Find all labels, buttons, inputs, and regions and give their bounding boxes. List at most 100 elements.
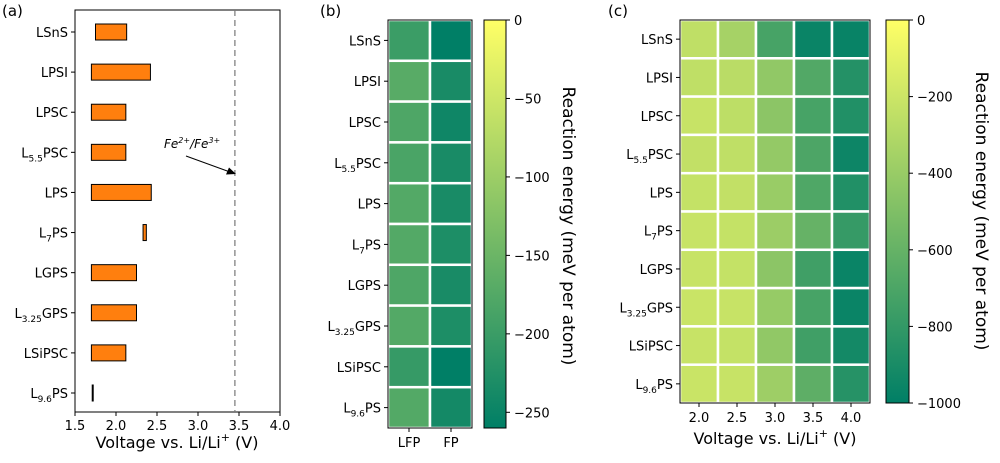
- row-label: LSnS: [349, 34, 381, 49]
- y-tick-label: LGPS: [35, 267, 68, 282]
- cell-lps-LFP: [386, 181, 432, 226]
- x-tick-label: 3.5: [229, 419, 250, 434]
- cell-lpsc-2.5: [716, 95, 758, 137]
- annotation-arrow-shaft: [185, 155, 231, 173]
- bar-lsns: [95, 23, 128, 41]
- annotation-fe-a: Fe: [164, 137, 178, 151]
- x-axis-label-text: Voltage vs. Li/Li: [694, 429, 819, 448]
- row-label: LPS: [358, 198, 381, 213]
- cell-lpsc-FP: [428, 100, 474, 144]
- cell-lps-FP: [428, 181, 474, 226]
- label-main: LSnS: [641, 33, 673, 48]
- panel-c-label: (c): [608, 2, 628, 20]
- annotation-fe-a-charge: 2+: [178, 136, 190, 145]
- row-label: LGPS: [640, 263, 673, 278]
- cell-lgps-3.5: [792, 248, 834, 290]
- panel-c-colorbar-label: Reaction energy (meV per atom): [971, 72, 991, 351]
- label-rest: PS: [365, 402, 381, 417]
- label-main: LGPS: [35, 267, 68, 282]
- label-rest: PSC: [648, 148, 673, 163]
- label-subscript: 3.25: [22, 315, 42, 325]
- cell-lps-3.0: [754, 171, 796, 213]
- label-main: L: [334, 157, 342, 172]
- label-main: LGPS: [348, 279, 381, 294]
- cell-lpsi-3.0: [754, 57, 796, 98]
- colorbar-tick-label: −50: [514, 92, 541, 107]
- label-rest: PSC: [43, 146, 68, 161]
- y-tick-label: L5.5PSC: [21, 146, 68, 164]
- panel-b-colorbar-label: Reaction energy (meV per atom): [558, 87, 578, 366]
- cell-lsns-3.5: [792, 18, 834, 60]
- column-labels: 2.0 2.5 3.0 3.5 4.0: [689, 403, 861, 426]
- row-label: LPSC: [641, 110, 673, 125]
- x-tick-label: 3.0: [188, 419, 209, 434]
- colorbar-tick-label: −200: [917, 91, 953, 106]
- cell-lsns-FP: [428, 18, 474, 63]
- cell-l3.25gps-LFP: [386, 304, 432, 348]
- heatmap-cells: [386, 18, 474, 430]
- colorbar-tick-label: −150: [514, 249, 550, 264]
- row-label: LSiPSC: [337, 361, 381, 376]
- label-rest: PS: [365, 238, 381, 253]
- annotation-text: Fe2+/Fe3+: [164, 136, 220, 151]
- label-main: LSnS: [349, 34, 381, 49]
- x-tick-labels: 1.5 2.0 2.5 3.0 3.5 4.0: [65, 412, 290, 434]
- bar-lgps: [90, 264, 137, 282]
- x-axis-label-superscript: +: [819, 427, 828, 440]
- label-rest: PS: [52, 387, 68, 402]
- bar-lsipsc: [90, 344, 127, 362]
- cell-l3.25gps-FP: [428, 304, 474, 348]
- cell-l7ps-3.0: [754, 210, 796, 252]
- annotation-fe-b: Fe: [194, 137, 208, 151]
- colorbar-tick-label: −200: [514, 328, 550, 343]
- cell-lpsc-3.5: [792, 95, 834, 137]
- row-label: L9.6PS: [343, 402, 381, 420]
- bar-lpsc: [90, 103, 127, 121]
- label-rest: GPS: [42, 307, 68, 322]
- x-tick-label: 1.5: [65, 419, 86, 434]
- panel-c-colorbar: [885, 19, 910, 404]
- row-label: LPS: [650, 186, 673, 201]
- label-main: LPSC: [641, 110, 673, 125]
- label-main: L: [30, 387, 38, 402]
- bar-l7ps: [142, 224, 147, 242]
- panel-b-label: (b): [320, 2, 341, 20]
- column-labels: LFP FP: [398, 428, 459, 451]
- row-label: LGPS: [348, 279, 381, 294]
- label-rest: GPS: [647, 301, 673, 316]
- label-main: L: [635, 378, 643, 393]
- annotation-fe-b-charge: 3+: [208, 136, 220, 145]
- cell-l9.6ps-3.5: [792, 363, 834, 405]
- label-main: L: [644, 225, 652, 240]
- y-tick-label: LPS: [45, 186, 68, 201]
- label-main: LPSC: [36, 106, 68, 121]
- label-main: L: [39, 227, 47, 242]
- label-main: LPSI: [646, 71, 673, 86]
- bar-lps: [90, 183, 152, 201]
- row-label: LSnS: [641, 33, 673, 48]
- colorbar-tick-label: −1000: [917, 397, 961, 412]
- cell-l7ps-4.0: [830, 210, 872, 252]
- label-main: LSiPSC: [24, 347, 68, 362]
- cell-l5.5psc-FP: [428, 141, 474, 185]
- colorbar-tick-label: −600: [917, 244, 953, 259]
- cell-l5.5psc-2.5: [716, 133, 758, 175]
- cell-l3.25gps-3.0: [754, 286, 796, 328]
- panel-b-colorbar: [483, 19, 507, 429]
- cell-lsipsc-3.0: [754, 325, 796, 366]
- cell-lgps-LFP: [386, 263, 432, 307]
- cell-l7ps-FP: [428, 222, 474, 267]
- cell-lps-2.5: [716, 171, 758, 213]
- label-main: LPSC: [349, 116, 381, 131]
- label-rest: PS: [657, 378, 673, 393]
- label-rest: PSC: [356, 157, 381, 172]
- cell-l3.25gps-4.0: [830, 286, 872, 328]
- label-rest: PS: [52, 227, 68, 242]
- x-axis-label-unit: (V): [235, 433, 258, 452]
- cell-l3.25gps-2.5: [716, 286, 758, 328]
- column-label: 3.0: [765, 411, 786, 426]
- label-subscript: 3.25: [335, 328, 355, 338]
- cell-lpsi-4.0: [830, 57, 872, 98]
- row-label: L7PS: [644, 225, 673, 243]
- cell-l5.5psc-4.0: [830, 133, 872, 175]
